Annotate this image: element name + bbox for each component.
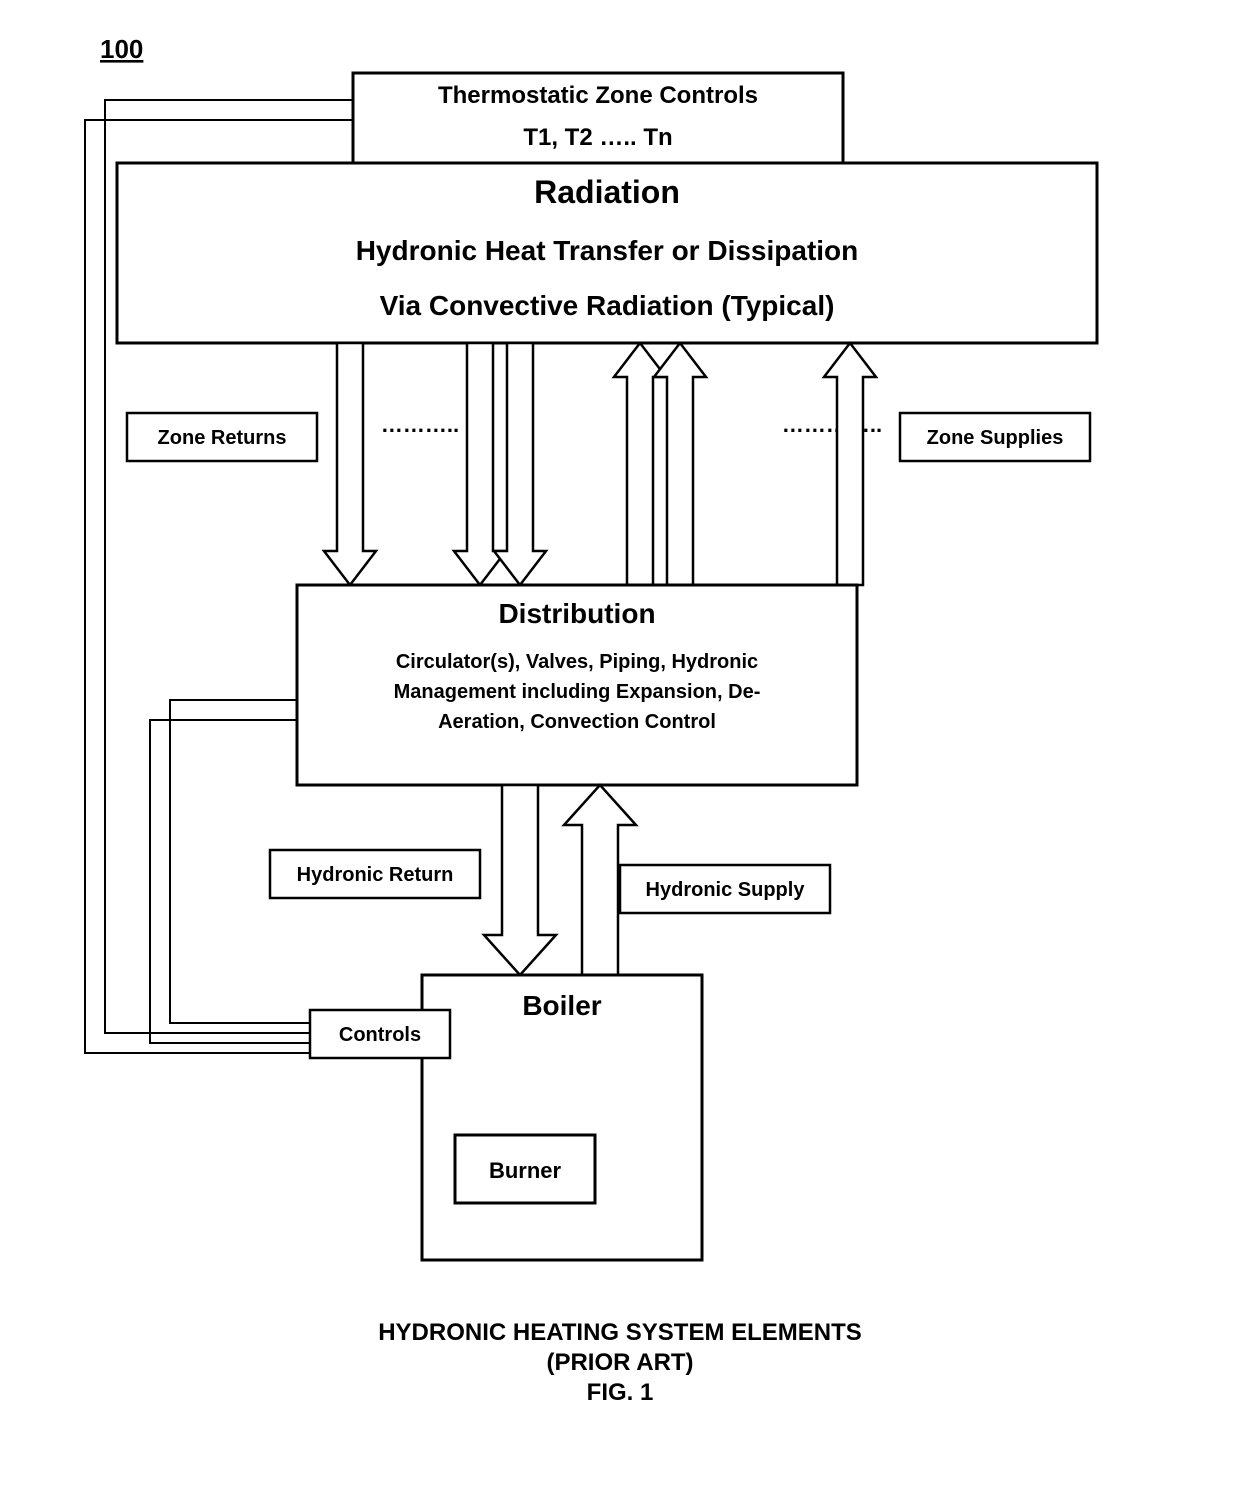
distribution-body1: Circulator(s), Valves, Piping, Hydronic [396, 651, 758, 673]
radiation-line1: Radiation [534, 174, 680, 210]
label-hydronic-return: Hydronic Return [270, 850, 480, 898]
hydronic-supply-text: Hydronic Supply [646, 879, 806, 901]
thermostatic-line2: T1, T2 ….. Tn [523, 124, 672, 151]
diagram-canvas: 100 Thermostatic Zone Controls T1, T2 ….… [0, 0, 1240, 1506]
ref-number: 100 [100, 34, 143, 64]
caption-line1: HYDRONIC HEATING SYSTEM ELEMENTS [378, 1319, 862, 1346]
node-radiation: Radiation Hydronic Heat Transfer or Diss… [117, 163, 1097, 343]
label-hydronic-supply: Hydronic Supply [620, 865, 830, 913]
controls-label: Controls [339, 1024, 421, 1046]
arrow-hydronic-return [484, 785, 556, 975]
node-thermostatic: Thermostatic Zone Controls T1, T2 ….. Tn [353, 73, 843, 163]
distribution-body3: Aeration, Convection Control [438, 711, 716, 733]
dots-left: ……….. [381, 412, 459, 437]
caption-line2: (PRIOR ART) [546, 1349, 693, 1376]
thermostatic-line1: Thermostatic Zone Controls [438, 82, 758, 109]
hydronic-return-text: Hydronic Return [297, 864, 454, 886]
label-zone-supplies: Zone Supplies [900, 413, 1090, 461]
label-zone-returns: Zone Returns [127, 413, 317, 461]
arrows-up-group [614, 343, 876, 585]
dots-right: ………….. [782, 412, 882, 437]
zone-returns-text: Zone Returns [158, 427, 287, 449]
node-controls: Controls [310, 1010, 450, 1058]
distribution-title: Distribution [498, 598, 655, 629]
radiation-line3: Via Convective Radiation (Typical) [380, 290, 835, 321]
figure-caption: HYDRONIC HEATING SYSTEM ELEMENTS (PRIOR … [378, 1319, 862, 1406]
burner-label: Burner [489, 1158, 562, 1183]
zone-supplies-text: Zone Supplies [927, 427, 1064, 449]
distribution-body2: Management including Expansion, De- [394, 681, 761, 703]
arrows-down-group [324, 343, 546, 585]
node-boiler: Boiler Burner [422, 975, 702, 1260]
node-distribution: Distribution Circulator(s), Valves, Pipi… [297, 585, 857, 785]
boiler-title: Boiler [522, 990, 601, 1021]
caption-line3: FIG. 1 [587, 1379, 654, 1406]
radiation-line2: Hydronic Heat Transfer or Dissipation [356, 235, 859, 266]
